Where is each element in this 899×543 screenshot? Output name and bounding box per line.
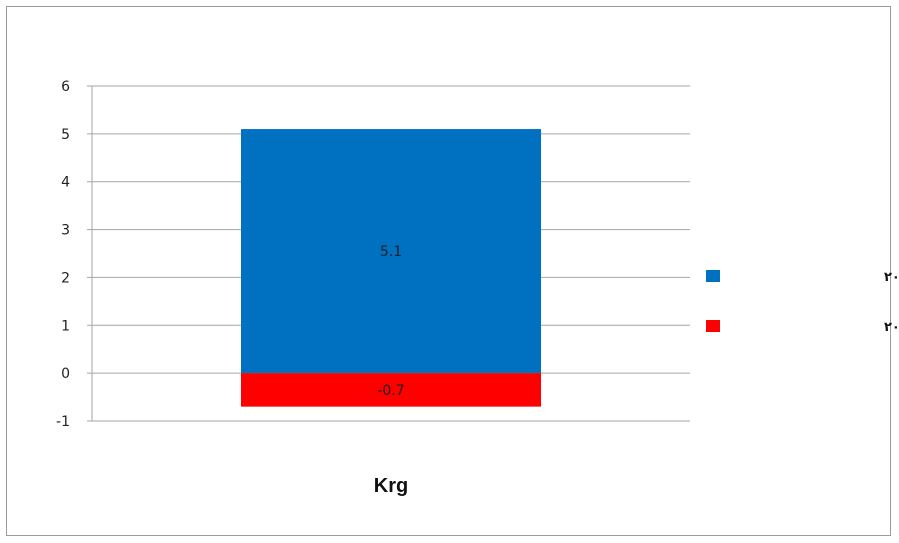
legend-label: شوبات ۲۰۱۳ - & ۲۰۱٤ xyxy=(884,270,899,285)
y-tick-label: 6 xyxy=(61,79,70,95)
legend-label: شوبات / ۲۰۱٤ xyxy=(884,320,899,335)
data-label: -0.7 xyxy=(377,383,404,399)
y-tick-label: 2 xyxy=(61,270,70,286)
y-tick-label: 0 xyxy=(61,366,70,382)
y-tick-label: 5 xyxy=(61,127,70,143)
x-category-label: Krg xyxy=(374,475,408,497)
y-tick-label: 1 xyxy=(61,318,70,334)
bar-segment xyxy=(241,129,541,374)
y-tick-label: 3 xyxy=(61,223,70,239)
legend-swatch xyxy=(706,320,720,332)
y-tick-label: -1 xyxy=(56,414,70,430)
y-tick-label: 4 xyxy=(61,175,70,191)
legend-swatch xyxy=(706,270,720,282)
bar-segment xyxy=(241,373,541,407)
data-label: 5.1 xyxy=(380,244,402,260)
